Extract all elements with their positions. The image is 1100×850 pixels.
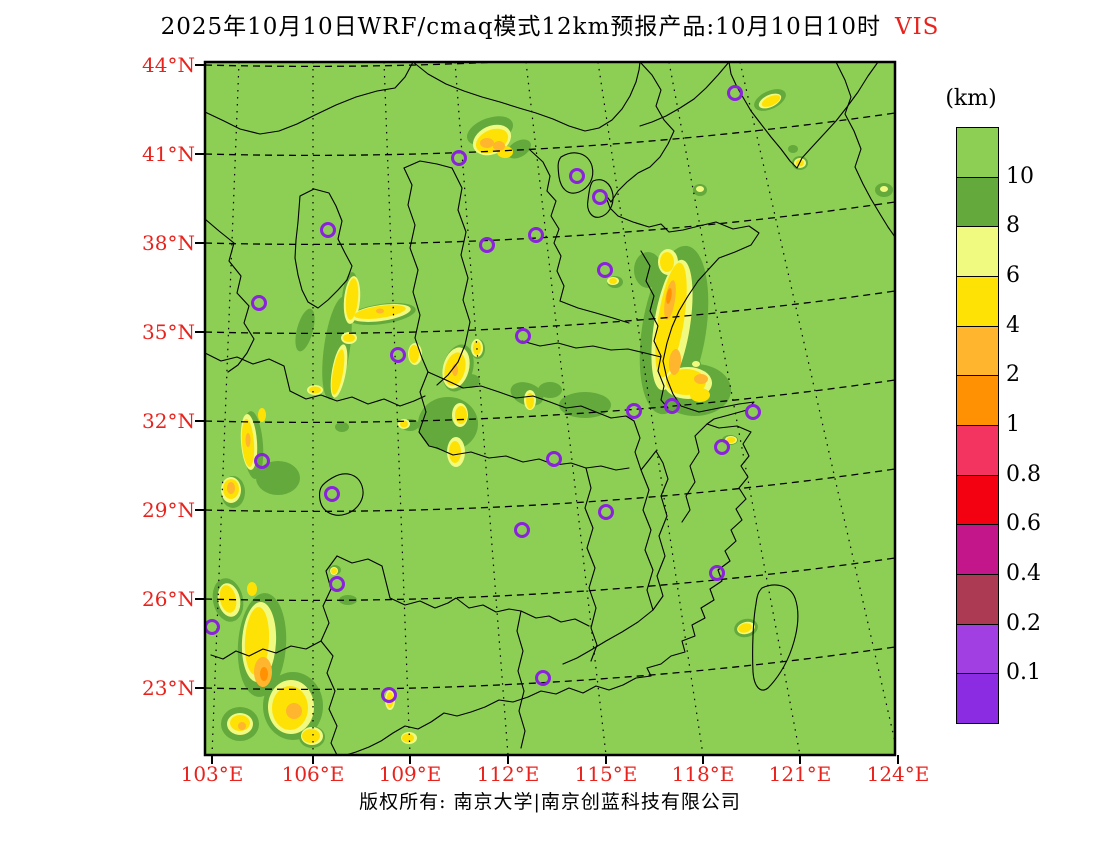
- colorbar-segment-0: [956, 127, 999, 178]
- map-border: [203, 60, 897, 757]
- colorbar-tick-10: 10: [1006, 163, 1034, 189]
- lat-label-29n: 29°N: [142, 498, 195, 522]
- city-marker: [727, 85, 743, 101]
- colorbar-tick-0.6: 0.6: [1006, 511, 1041, 537]
- lat-label-32n: 32°N: [142, 409, 195, 433]
- axis-ticks: [195, 64, 899, 764]
- colorbar-tick-8: 8: [1006, 213, 1020, 239]
- colorbar-segment-7: [956, 474, 999, 526]
- colorbar-segment-1: [956, 176, 999, 228]
- colorbar-tick-0.4: 0.4: [1006, 561, 1041, 586]
- province-boundaries: [205, 62, 895, 755]
- colorbar-tick-0.1: 0.1: [1006, 660, 1041, 686]
- city-marker: [626, 403, 642, 419]
- city-marker: [320, 222, 336, 238]
- colorbar-tick-0.2: 0.2: [1006, 610, 1041, 636]
- city-marker: [569, 168, 585, 184]
- lon-label-103e: 103°E: [180, 762, 244, 786]
- copyright-text: 版权所有: 南京大学|南京创蓝科技有限公司: [359, 791, 741, 813]
- lon-label-121e: 121°E: [768, 762, 832, 786]
- lon-label-112e: 112°E: [476, 762, 540, 786]
- city-marker: [251, 295, 267, 311]
- city-markers: [205, 85, 761, 703]
- page-title: 2025年10月10日WRF/cmaq模式12km预报产品:10月10日10时 V…: [0, 7, 1100, 41]
- colorbar-tick-1: 1: [1006, 412, 1020, 437]
- city-marker: [324, 486, 340, 502]
- lon-label-118e: 118°E: [671, 762, 735, 786]
- lat-label-38n: 38°N: [142, 231, 195, 255]
- city-marker: [254, 453, 270, 469]
- lat-label-41n: 41°N: [142, 142, 195, 166]
- title-variable-vis: VIS: [894, 14, 940, 40]
- colorbar-tick-6: 6: [1006, 263, 1020, 288]
- colorbar-segment-9: [956, 573, 999, 625]
- lat-label-35n: 35°N: [142, 320, 195, 344]
- city-marker: [390, 347, 406, 363]
- colorbar-segment-8: [956, 524, 999, 575]
- colorbar-segment-5: [956, 375, 999, 426]
- city-marker: [528, 227, 544, 243]
- lat-label-23n: 23°N: [142, 676, 195, 700]
- city-marker: [535, 670, 551, 686]
- city-marker: [709, 565, 725, 581]
- city-marker: [479, 237, 495, 253]
- lat-label-26n: 26°N: [142, 587, 195, 611]
- city-marker: [381, 687, 397, 703]
- lat-label-44n: 44°N: [142, 53, 195, 77]
- lon-label-124e: 124°E: [866, 762, 930, 786]
- colorbar-segment-2: [956, 226, 999, 277]
- city-marker: [597, 262, 613, 278]
- city-marker: [592, 189, 608, 205]
- city-marker: [598, 504, 614, 520]
- colorbar-segment-11: [956, 673, 999, 724]
- colorbar-unit-label: (km): [945, 86, 997, 111]
- city-marker: [451, 150, 467, 166]
- lon-label-106e: 106°E: [281, 762, 345, 786]
- city-marker: [745, 404, 761, 420]
- colorbar-segment-4: [956, 325, 999, 377]
- colorbar-segment-3: [956, 275, 999, 327]
- city-marker: [664, 398, 680, 414]
- graticule-grid-lines: [205, 62, 895, 755]
- colorbar-segment-10: [956, 623, 999, 675]
- colorbar-tick-2: 2: [1006, 362, 1020, 388]
- city-marker: [329, 576, 345, 592]
- lon-label-109e: 109°E: [378, 762, 442, 786]
- title-text: 2025年10月10日WRF/cmaq模式12km预报产品:10月10日10时: [160, 14, 881, 40]
- colorbar-tick-0.8: 0.8: [1006, 461, 1041, 487]
- colorbar-segment-6: [956, 424, 999, 476]
- colorbar: [956, 127, 999, 724]
- colorbar-tick-4: 4: [1006, 312, 1020, 338]
- city-marker: [514, 522, 530, 538]
- lon-label-115e: 115°E: [574, 762, 638, 786]
- city-marker: [714, 439, 730, 455]
- city-marker: [546, 451, 562, 467]
- city-marker: [515, 328, 531, 344]
- visibility-field-layer: [205, 62, 895, 755]
